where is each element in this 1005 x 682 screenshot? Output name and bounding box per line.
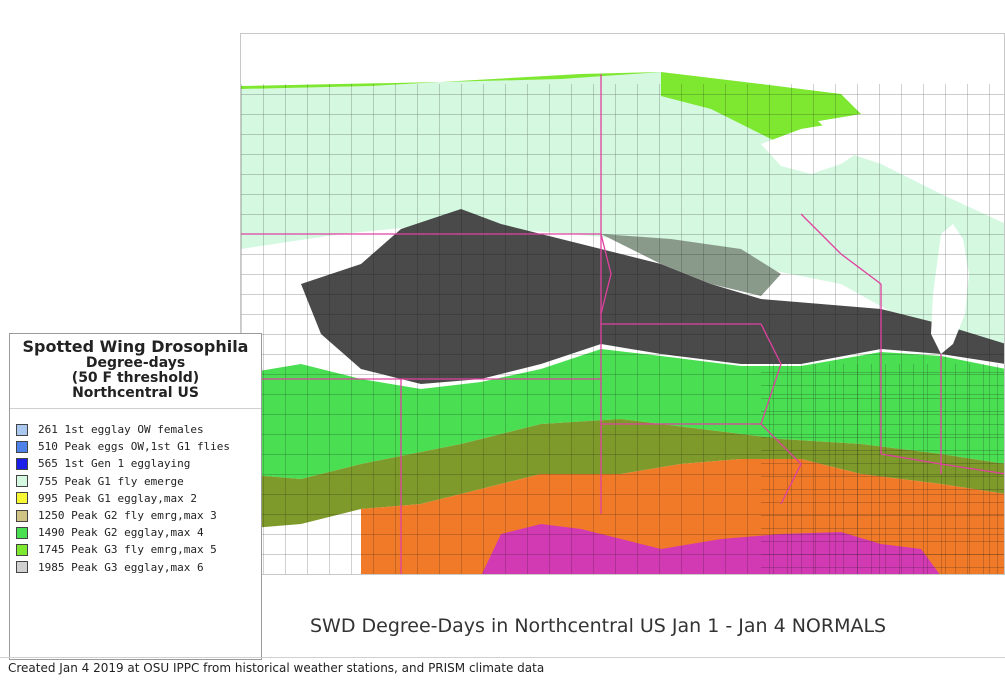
legend-swatch	[16, 423, 28, 436]
legend-item: 565 1st Gen 1 egglaying	[16, 455, 230, 472]
degree-day-map	[240, 33, 1005, 575]
legend-swatch	[16, 492, 28, 505]
legend-title: Spotted Wing Drosophila	[22, 337, 249, 356]
legend-swatch	[16, 561, 28, 574]
legend-item: 1985 Peak G3 egglay,max 6	[16, 559, 230, 576]
legend-label: 1745 Peak G3 fly emrg,max 5	[38, 543, 217, 557]
legend-swatch	[16, 509, 28, 522]
county-grid-dense	[761, 364, 1004, 574]
map-caption: SWD Degree-Days in Northcentral US Jan 1…	[310, 615, 887, 637]
legend-label: 1250 Peak G2 fly emrg,max 3	[38, 509, 217, 523]
legend-label: 1985 Peak G3 egglay,max 6	[38, 560, 204, 574]
legend-subtitle-3: Northcentral US	[72, 385, 199, 401]
legend-label: 755 Peak G1 fly emerge	[38, 474, 184, 488]
legend-subtitle-1: Degree-days	[85, 355, 186, 371]
legend: Spotted Wing Drosophila Degree-days (50 …	[9, 333, 262, 660]
legend-item: 1745 Peak G3 fly emrg,max 5	[16, 541, 230, 558]
legend-swatch	[16, 475, 28, 488]
legend-items: 261 1st egglay OW females 510 Peak eggs …	[16, 421, 230, 576]
legend-item: 261 1st egglay OW females	[16, 421, 230, 438]
legend-item: 755 Peak G1 fly emerge	[16, 473, 230, 490]
legend-label: 510 Peak eggs OW,1st G1 flies	[38, 440, 231, 454]
legend-swatch	[16, 440, 28, 453]
legend-item: 1490 Peak G2 egglay,max 4	[16, 524, 230, 541]
legend-item: 995 Peak G1 egglay,max 2	[16, 490, 230, 507]
legend-swatch	[16, 543, 28, 556]
legend-subtitle-2: (50 F threshold)	[71, 370, 200, 386]
legend-item: 1250 Peak G2 fly emrg,max 3	[16, 507, 230, 524]
legend-swatch	[16, 457, 28, 470]
state-borders	[241, 74, 1004, 574]
legend-label: 995 Peak G1 egglay,max 2	[38, 491, 197, 505]
footer-divider	[0, 657, 1005, 658]
legend-divider	[10, 408, 261, 409]
credit-line: Created Jan 4 2019 at OSU IPPC from hist…	[8, 661, 545, 675]
legend-label: 1490 Peak G2 egglay,max 4	[38, 526, 204, 540]
legend-swatch	[16, 526, 28, 539]
legend-label: 565 1st Gen 1 egglaying	[38, 457, 191, 471]
legend-label: 261 1st egglay OW females	[38, 423, 204, 437]
legend-item: 510 Peak eggs OW,1st G1 flies	[16, 438, 230, 455]
map-svg	[241, 34, 1004, 574]
